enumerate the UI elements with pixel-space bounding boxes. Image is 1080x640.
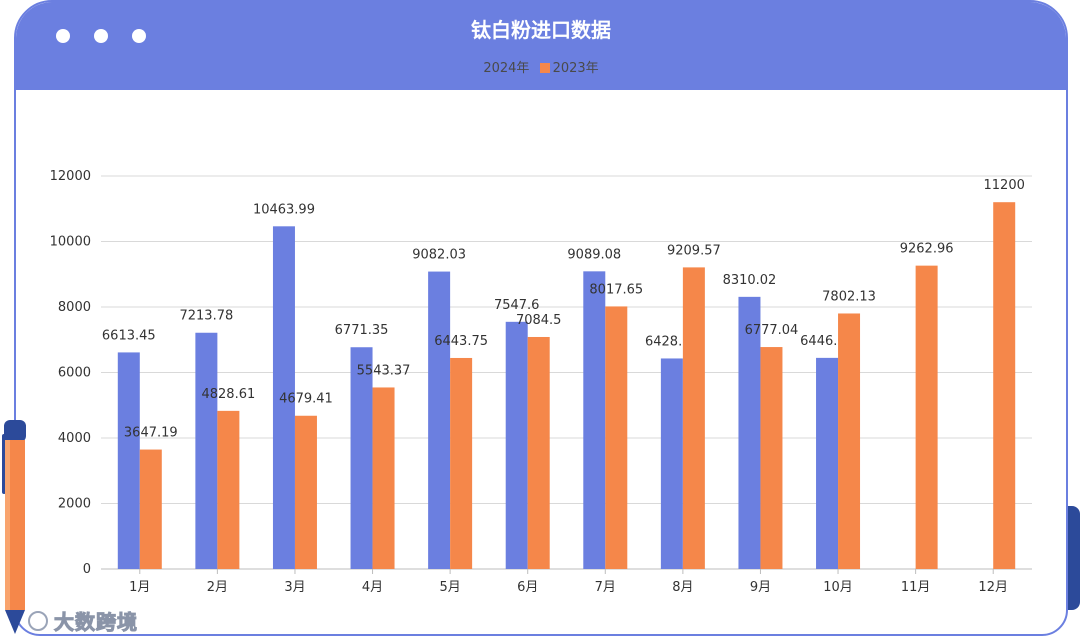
bar-2023年-9月 <box>760 347 783 569</box>
window-dot-1 <box>56 29 70 43</box>
chart-legend: 2024年 2023年 <box>16 57 1066 76</box>
data-label: 4679.41 <box>279 392 333 407</box>
x-tick-label: 5月 <box>439 580 460 595</box>
x-tick-label: 7月 <box>595 580 616 595</box>
bar-2023年-6月 <box>527 336 550 569</box>
data-label: 8310.02 <box>723 273 777 288</box>
data-label: 3647.19 <box>124 426 178 441</box>
legend-label-2024: 2024年 <box>483 61 530 76</box>
y-tick-label: 12000 <box>50 169 91 184</box>
bar-2023年-11月 <box>915 265 938 569</box>
data-label: 9089.08 <box>567 247 621 262</box>
bar-2024年-3月 <box>272 226 295 569</box>
bar-2023年-8月 <box>682 267 705 569</box>
watermark: 大数跨境 <box>28 606 138 635</box>
data-label: 9209.57 <box>667 243 721 258</box>
data-label: 9262.96 <box>900 242 954 257</box>
legend-swatch-2023 <box>539 63 550 73</box>
data-label: 7547.6 <box>494 298 540 313</box>
watermark-logo-icon <box>28 611 48 631</box>
bar-2023年-7月 <box>605 306 628 569</box>
y-tick-label: 0 <box>83 562 91 577</box>
bar-2023年-4月 <box>372 387 395 569</box>
data-label: 8017.65 <box>589 282 643 297</box>
legend-item-2023[interactable]: 2023年 <box>539 57 599 76</box>
data-label: 7802.13 <box>822 289 876 304</box>
x-tick-label: 12月 <box>978 580 1008 595</box>
bar-2024年-8月 <box>660 358 683 569</box>
x-tick-label: 4月 <box>362 580 383 595</box>
data-label: 10463.99 <box>253 202 315 217</box>
data-label: 9082.03 <box>412 248 466 263</box>
bar-2024年-5月 <box>428 271 451 569</box>
bar-2023年-2月 <box>217 410 240 569</box>
y-tick-label: 6000 <box>58 366 91 381</box>
card-header: 钛白粉进口数据 2024年 2023年 <box>16 2 1066 90</box>
bar-2024年-7月 <box>583 271 606 569</box>
bar-2024年-4月 <box>350 347 373 569</box>
data-label: 7213.78 <box>179 309 233 324</box>
bar-2024年-9月 <box>738 296 761 569</box>
data-label: 5543.37 <box>357 363 411 378</box>
x-tick-label: 11月 <box>901 580 931 595</box>
data-label: 6777.04 <box>745 323 799 338</box>
y-tick-label: 4000 <box>58 431 91 446</box>
x-tick-label: 3月 <box>284 580 305 595</box>
x-tick-label: 8月 <box>672 580 693 595</box>
bar-2023年-5月 <box>450 357 473 569</box>
legend-item-2024[interactable]: 2024年 <box>483 57 529 76</box>
bar-2024年-10月 <box>816 357 839 569</box>
chart-title: 钛白粉进口数据 <box>471 18 611 42</box>
data-label: 6613.45 <box>102 328 156 343</box>
watermark-text: 大数跨境 <box>54 610 138 635</box>
x-tick-label: 1月 <box>129 580 150 595</box>
bar-2023年-12月 <box>993 202 1016 569</box>
data-label: 4828.61 <box>201 387 255 402</box>
y-tick-label: 10000 <box>50 235 91 250</box>
side-tab-decoration <box>1068 506 1080 610</box>
x-tick-label: 6月 <box>517 580 538 595</box>
bar-2024年-1月 <box>117 352 140 569</box>
bar-2023年-3月 <box>294 415 317 569</box>
pen-decoration <box>2 420 26 634</box>
data-label: 6443.75 <box>434 334 488 349</box>
bar-2024年-6月 <box>505 321 528 569</box>
window-dot-2 <box>94 29 108 43</box>
data-label: 6771.35 <box>335 323 389 338</box>
data-label: 11200 <box>984 178 1025 193</box>
x-tick-label: 2月 <box>207 580 228 595</box>
window-dot-3 <box>132 29 146 43</box>
x-tick-label: 10月 <box>823 580 853 595</box>
legend-label-2023: 2023年 <box>552 61 599 76</box>
y-tick-label: 8000 <box>58 300 91 315</box>
y-tick-label: 2000 <box>58 497 91 512</box>
x-tick-label: 9月 <box>750 580 771 595</box>
bar-2023年-10月 <box>838 313 861 569</box>
bar-2023年-1月 <box>139 449 162 569</box>
bar-2024年-2月 <box>195 332 218 569</box>
data-label: 7084.5 <box>516 313 562 328</box>
